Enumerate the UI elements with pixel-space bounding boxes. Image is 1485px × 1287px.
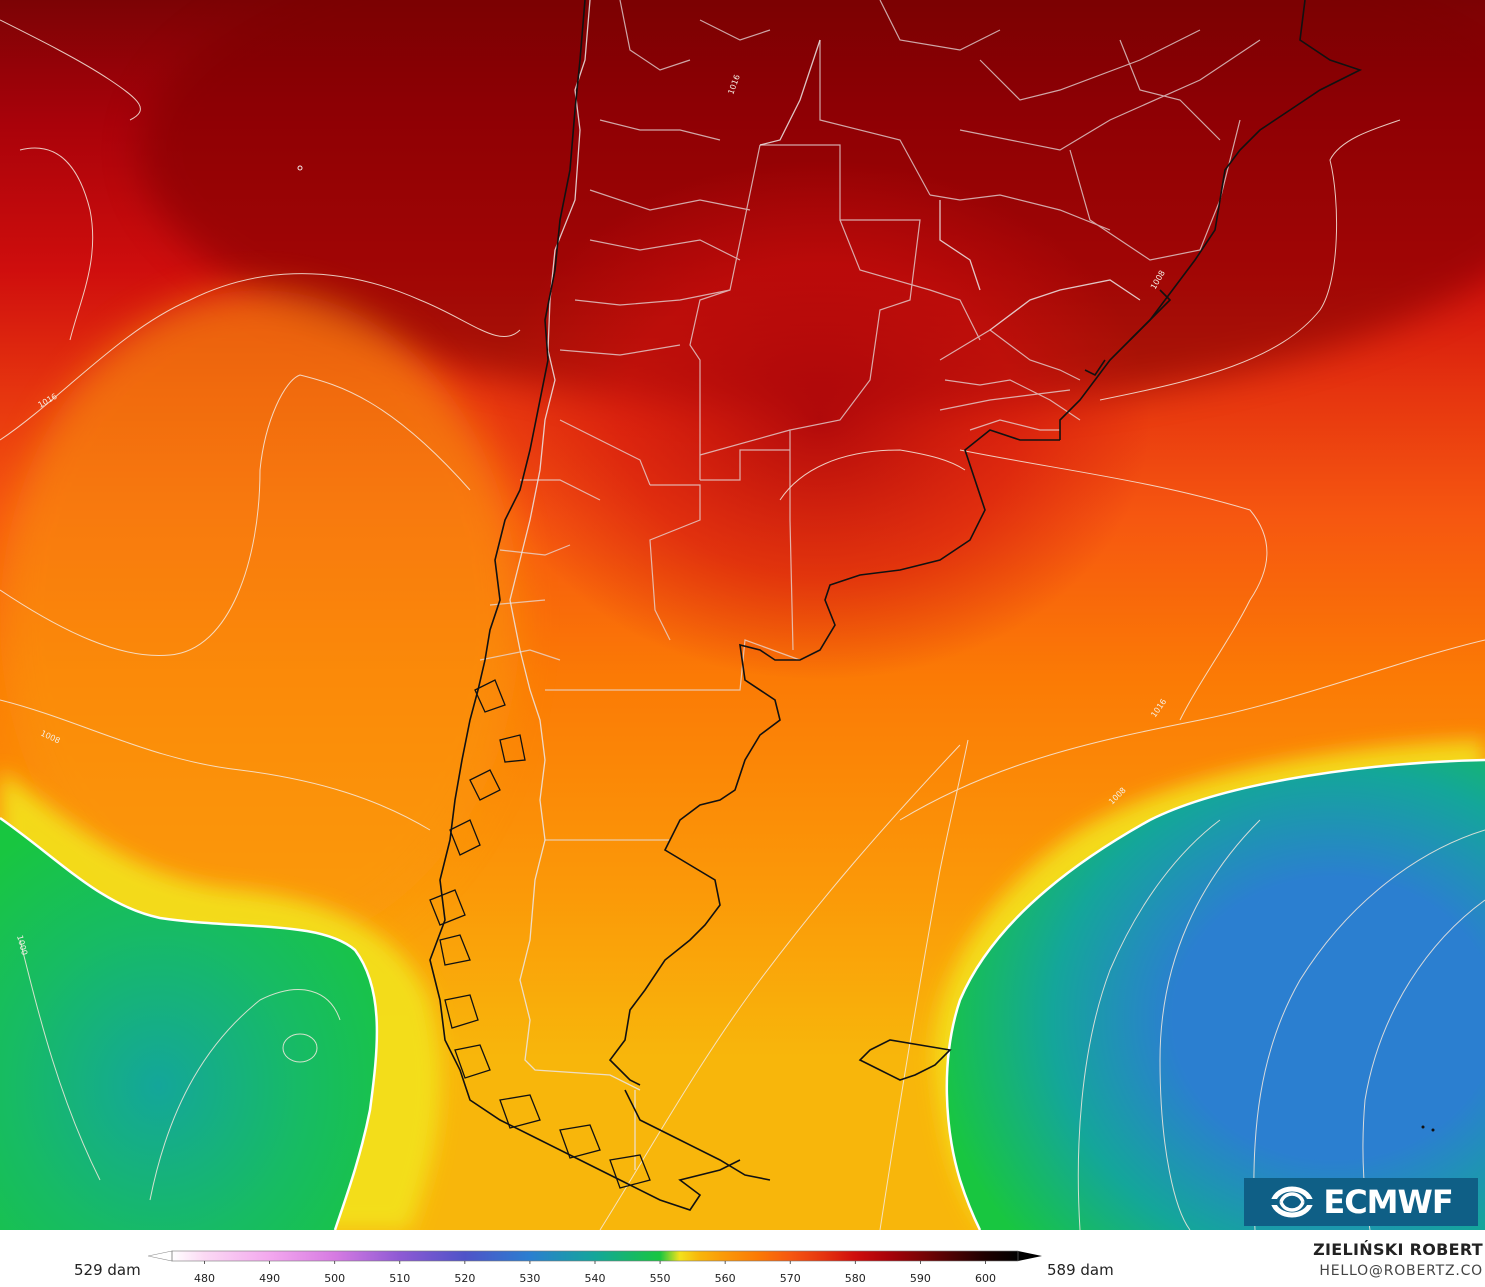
ecmwf-logo: ECMWF [1244,1178,1478,1226]
admin-borders [479,0,1261,841]
east-low [946,760,1485,1230]
colorbar [148,1250,1042,1264]
island-marker [1431,1128,1435,1132]
colorbar-tick-label: 550 [649,1272,671,1285]
west-low [0,818,377,1230]
colorbar-tick-label: 560 [714,1272,736,1285]
ecmwf-logo-icon [1269,1186,1316,1218]
map-marker [297,165,303,171]
colorbar-tick-label: 590 [909,1272,931,1285]
colorbar-gradient [172,1251,1018,1261]
colorbar-tick-label: 510 [389,1272,411,1285]
colorbar-tick-label: 480 [194,1272,216,1285]
colorbar-tick-label: 520 [454,1272,476,1285]
colorbar-tick-label: 570 [779,1272,801,1285]
national-borders [509,0,1141,1170]
colorbar-tick-label: 490 [259,1272,281,1285]
colorbar-tick-label: 530 [519,1272,541,1285]
isobars [0,19,1485,1230]
colorbar-tick-label: 500 [324,1272,346,1285]
geopotential-map: 1016 1008 1000 1016 1008 1016 1008 [0,0,1485,1230]
colorbar-min-label: 529 dam [74,1261,141,1279]
logo-text: ECMWF [1323,1183,1453,1221]
552-contour-east [945,758,1485,1230]
west-plume [0,290,520,950]
colorbar-extend-high [1018,1251,1042,1261]
island-marker [1421,1125,1425,1129]
552-contour-west [0,816,379,1230]
map-canvas: 1016 1008 1000 1016 1008 1016 1008 [0,0,1485,1230]
colorbar-tick-label: 540 [584,1272,606,1285]
colorbar-tick-label: 580 [844,1272,866,1285]
colorbar-max-label: 589 dam [1047,1261,1114,1279]
fjord-islands [429,679,651,1189]
author-name: ZIELIŃSKI ROBERT [1313,1240,1483,1259]
author-email: HELLO@ROBERTZ.CO [1319,1263,1483,1279]
coastline [429,0,1363,1211]
colorbar-tick-label: 600 [974,1272,996,1285]
ridge-tongue [490,160,1150,680]
colorbar-extend-low [148,1250,173,1262]
